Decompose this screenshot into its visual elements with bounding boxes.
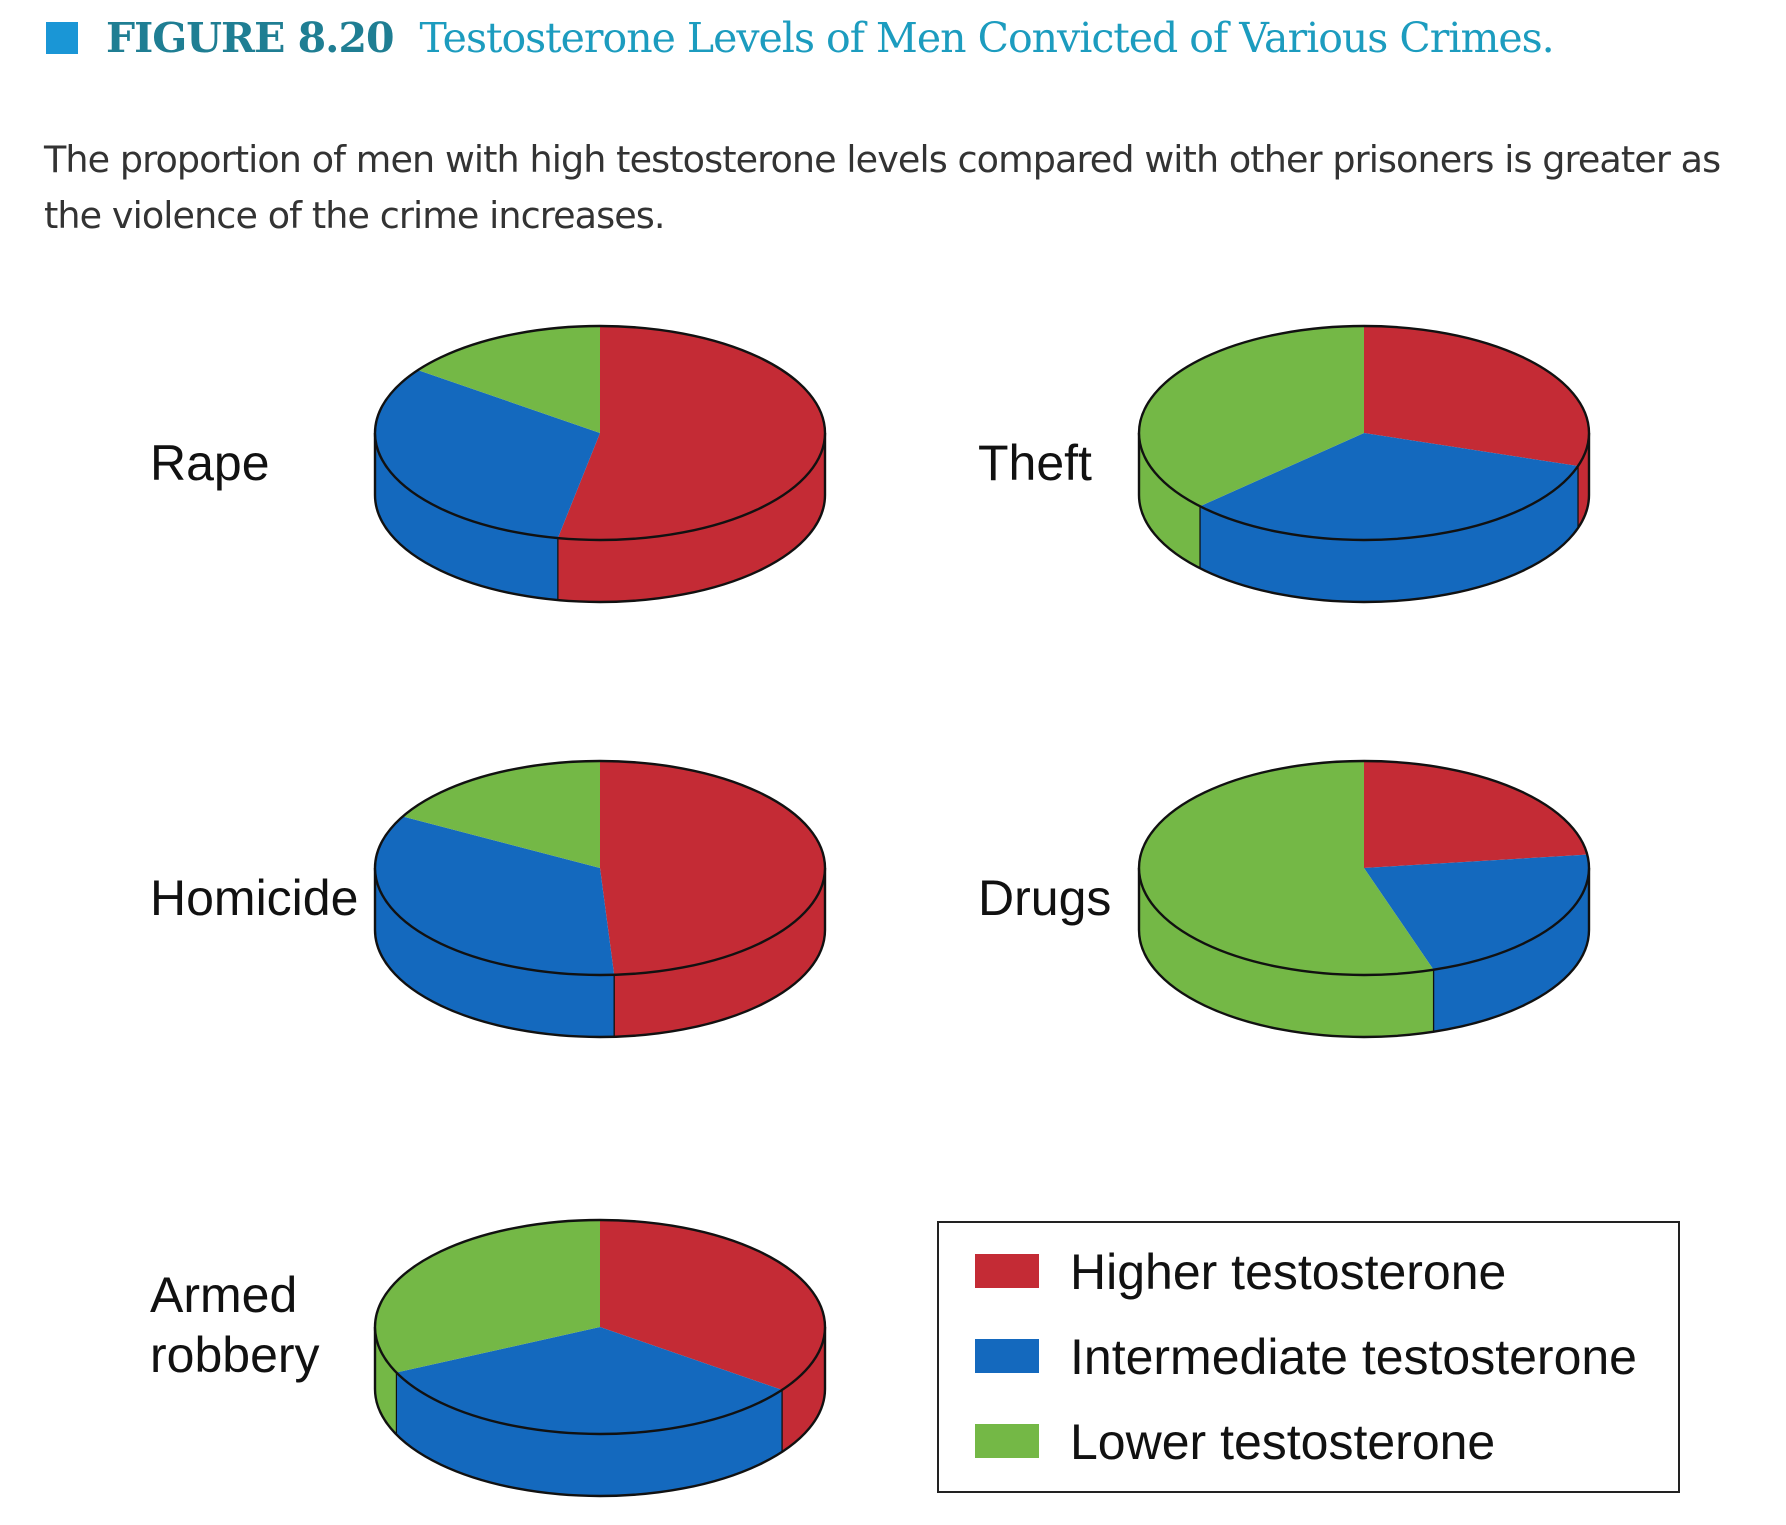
pie-label-line: robbery	[150, 1327, 320, 1383]
legend-label-higher: Higher testosterone	[1070, 1244, 1506, 1300]
pie-3-base-outline	[1137, 868, 1591, 1039]
pie-chart-2: Homicide	[150, 759, 827, 1039]
pie-3-side-lower	[1139, 868, 1434, 1037]
legend-swatch-lower	[975, 1424, 1039, 1458]
pie-3-top-outline	[1137, 759, 1591, 977]
pie-chart-4: Armed robbery	[150, 1218, 827, 1498]
pie-label-3: Drugs	[978, 870, 1111, 926]
pie-2-slice-higher	[600, 761, 826, 975]
pie-label-1: Theft	[978, 435, 1092, 491]
pie-1-slice-lower	[1138, 326, 1364, 507]
pie-chart-3: Drugs	[978, 759, 1591, 1039]
pie-0-slice-higher	[557, 326, 826, 540]
pie-label-line: Theft	[978, 435, 1092, 491]
pie-2-top-outline	[373, 759, 827, 977]
pie-label-line: Homicide	[150, 870, 358, 926]
legend-label-intermediate: Intermediate testosterone	[1070, 1329, 1637, 1385]
pie-0-base-outline	[373, 433, 827, 604]
pie-1-side-lower	[1139, 433, 1200, 569]
pie-2-slice-intermediate	[374, 816, 615, 976]
pie-1-slice-intermediate	[1199, 433, 1578, 541]
pie-label-2: Homicide	[150, 870, 358, 926]
pie-4-top-outline	[373, 1218, 827, 1436]
pie-0-slice-lower	[417, 326, 600, 433]
pie-label-4: Armed robbery	[150, 1267, 320, 1383]
figure-number: FIGURE 8.20	[106, 14, 395, 62]
figure-title: Testosterone Levels of Men Convicted of …	[419, 14, 1555, 62]
pie-4-slice-lower	[374, 1220, 600, 1373]
pie-1-top-outline	[1137, 324, 1591, 542]
pie-chart-1: Theft	[978, 324, 1591, 604]
pie-2-side-higher	[614, 868, 825, 1037]
pie-4-slice-higher	[600, 1220, 825, 1390]
pie-label-line: Rape	[150, 435, 270, 491]
pie-0-side-higher	[557, 433, 825, 602]
pie-3-slice-higher	[1364, 761, 1588, 868]
pie-2-base-outline	[373, 868, 827, 1039]
pie-1-slice-higher	[1364, 326, 1589, 467]
pie-label-line: Armed	[150, 1267, 297, 1323]
pie-1-side-intermediate	[1199, 466, 1578, 603]
legend-label-lower: Lower testosterone	[1070, 1414, 1495, 1470]
pie-2-side-intermediate	[375, 868, 615, 1038]
legend-box	[937, 1221, 1680, 1493]
legend-swatch-intermediate	[975, 1339, 1039, 1373]
pie-3-slice-lower	[1138, 761, 1434, 975]
pie-4-side-lower	[375, 1327, 397, 1435]
figure-marker-square	[46, 22, 78, 54]
pie-0-slice-intermediate	[375, 370, 600, 539]
pie-1-side-higher	[1577, 433, 1589, 529]
figure-header: FIGURE 8.20 Testosterone Levels of Men C…	[46, 8, 1555, 68]
pie-label-0: Rape	[150, 435, 270, 491]
pie-0-top-outline	[373, 324, 827, 542]
pie-3-slice-intermediate	[1364, 854, 1590, 970]
pie-4-slice-intermediate	[396, 1327, 783, 1435]
pie-1-base-outline	[1137, 433, 1591, 604]
pie-4-base-outline	[373, 1327, 827, 1498]
pie-label-line: Drugs	[978, 870, 1111, 926]
pie-chart-0: Rape	[150, 324, 827, 604]
figure-caption: The proportion of men with high testoste…	[44, 138, 1721, 237]
legend: Higher testosterone Intermediate testoste…	[937, 1221, 1680, 1493]
legend-swatch-higher	[975, 1254, 1039, 1288]
